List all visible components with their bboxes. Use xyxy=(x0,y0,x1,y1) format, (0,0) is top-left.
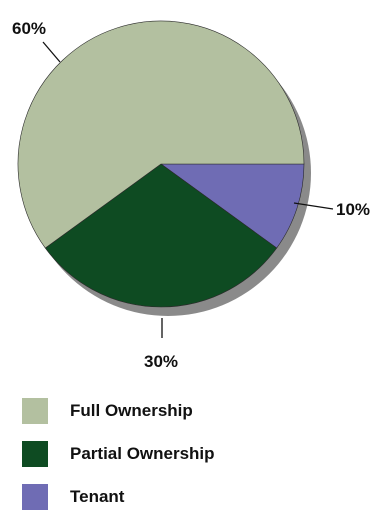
legend-item-partial-ownership: Partial Ownership xyxy=(22,440,215,468)
legend-label-partial-ownership: Partial Ownership xyxy=(70,444,215,463)
legend-item-full-ownership: Full Ownership xyxy=(22,397,215,425)
leader-line-tenant xyxy=(293,202,334,210)
slice-label-tenant: 10% xyxy=(336,200,370,219)
leader-lines xyxy=(42,41,334,338)
pie-slice-full-ownership xyxy=(17,20,305,249)
legend-label-tenant: Tenant xyxy=(70,487,125,506)
pie-slice-partial-ownership xyxy=(44,163,278,308)
pie-slices xyxy=(17,20,305,308)
slice-label-full-ownership: 60% xyxy=(12,19,46,38)
legend-swatch-full-ownership xyxy=(22,398,48,424)
legend-label-full-ownership: Full Ownership xyxy=(70,401,193,420)
pie-chart: 60% 30% 10% xyxy=(12,19,370,371)
legend: Full Ownership Partial Ownership Tenant xyxy=(22,397,215,526)
slice-label-partial-ownership: 30% xyxy=(144,352,178,371)
pie-slice-tenant xyxy=(160,163,305,249)
legend-swatch-partial-ownership xyxy=(22,441,48,467)
legend-swatch-tenant xyxy=(22,484,48,510)
leader-line-full-ownership xyxy=(42,41,61,63)
legend-item-tenant: Tenant xyxy=(22,483,215,511)
